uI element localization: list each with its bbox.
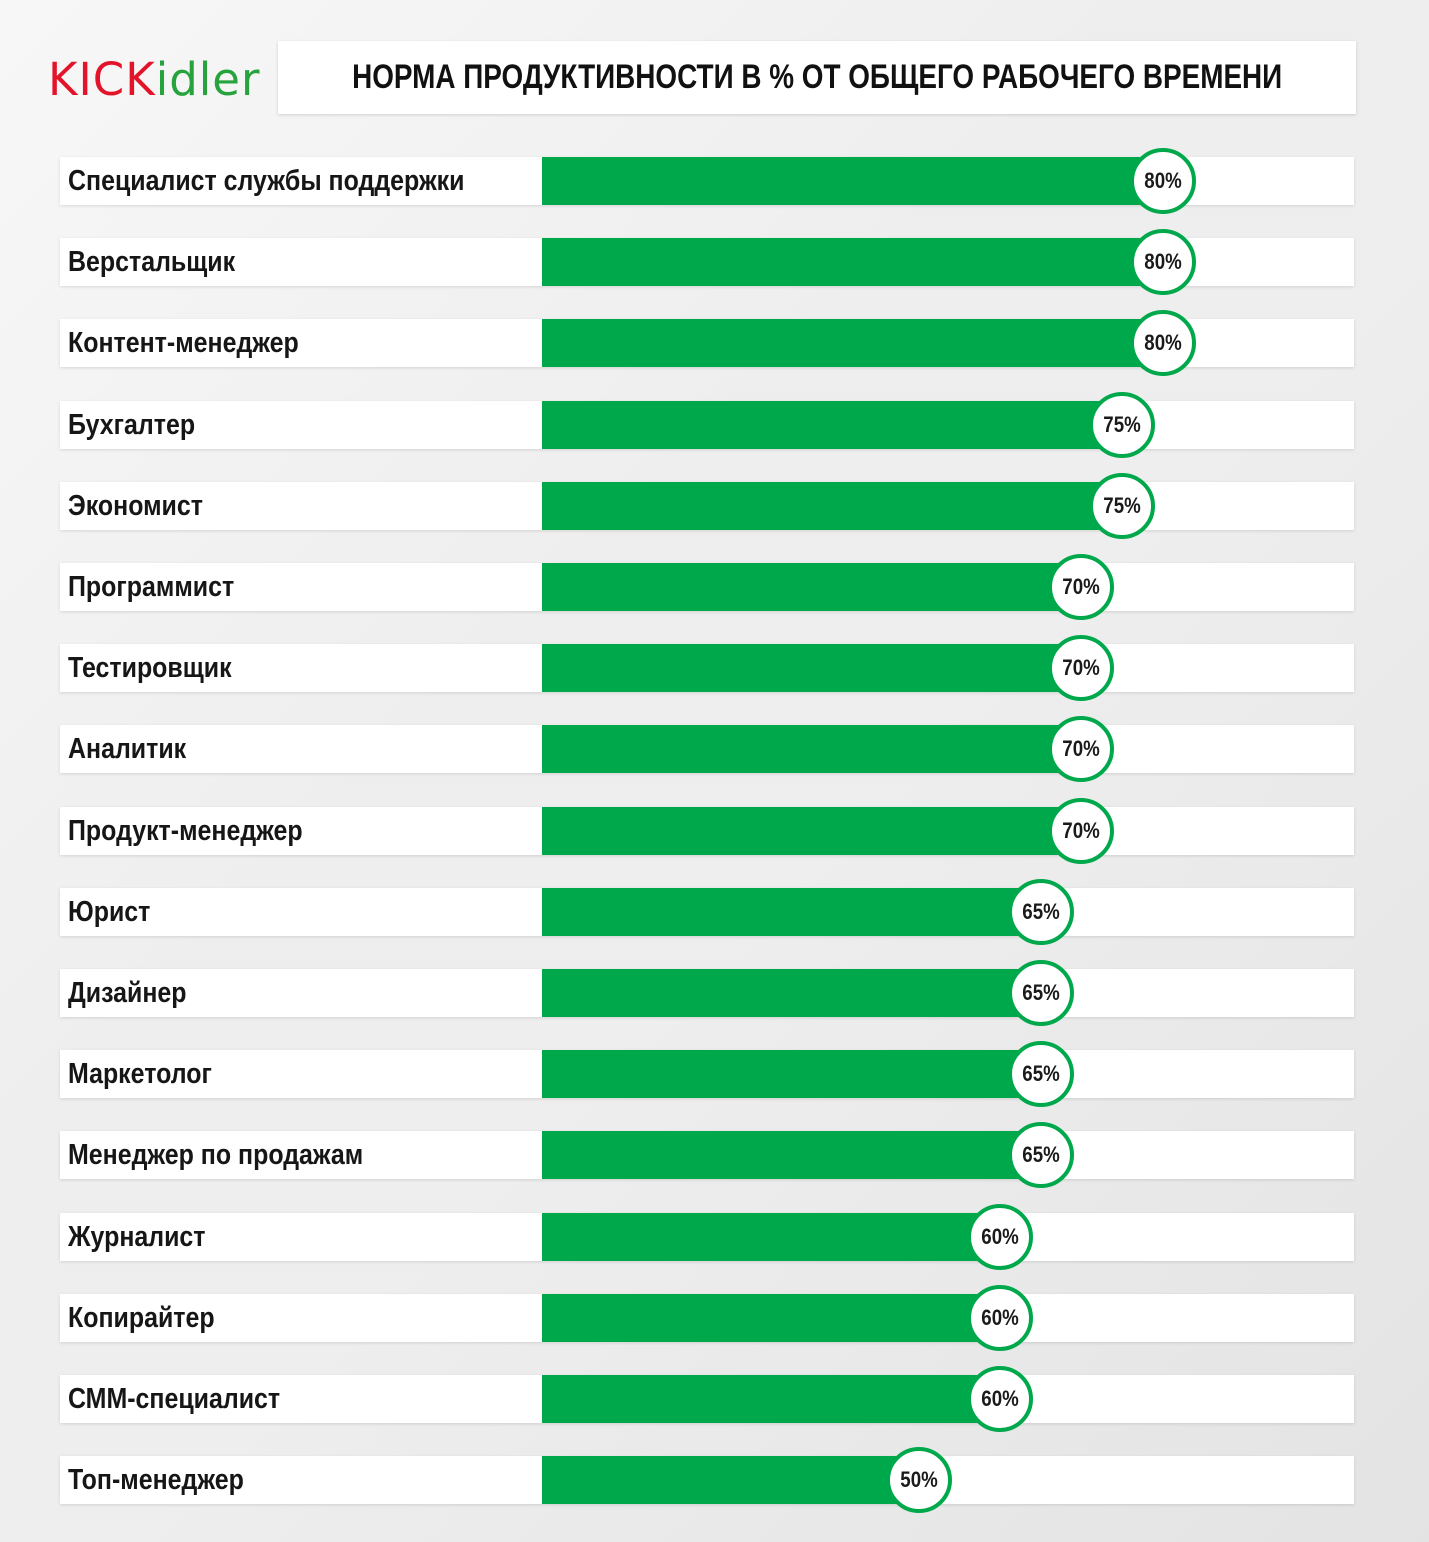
category-label: Экономист bbox=[68, 489, 203, 522]
value-badge: 70% bbox=[1048, 635, 1115, 702]
value-badge: 80% bbox=[1129, 229, 1196, 296]
value-badge: 65% bbox=[1007, 1122, 1074, 1189]
chart-row: Программист 70% bbox=[60, 554, 1354, 620]
category-label: Специалист службы поддержки bbox=[68, 165, 465, 197]
value-label: 75% bbox=[1103, 492, 1141, 518]
value-badge: 65% bbox=[1007, 878, 1074, 945]
bar bbox=[542, 157, 1160, 205]
value-badge: 70% bbox=[1048, 554, 1115, 620]
value-label: 50% bbox=[900, 1467, 938, 1493]
value-label: 70% bbox=[1062, 817, 1101, 843]
bar bbox=[542, 644, 1079, 693]
value-label: 65% bbox=[1022, 898, 1060, 924]
chart-row: Аналитик 70% bbox=[60, 716, 1354, 783]
chart-row: Верстальщик 80% bbox=[60, 229, 1354, 296]
value-badge: 70% bbox=[1048, 716, 1115, 783]
category-label: Топ-менеджер bbox=[68, 1464, 244, 1497]
value-badge: 65% bbox=[1007, 1041, 1074, 1108]
value-badge: 70% bbox=[1048, 797, 1115, 864]
logo-idler: idler bbox=[155, 53, 261, 106]
value-badge: 60% bbox=[967, 1203, 1034, 1270]
bar bbox=[542, 1293, 998, 1342]
category-label: Бухгалтер bbox=[68, 408, 196, 441]
category-label: Менеджер по продажам bbox=[68, 1139, 364, 1172]
value-label: 80% bbox=[1143, 249, 1182, 275]
value-label: 60% bbox=[981, 1304, 1019, 1330]
value-badge: 75% bbox=[1089, 472, 1155, 539]
value-label: 70% bbox=[1062, 574, 1101, 599]
chart-row: Продукт-менеджер 70% bbox=[60, 797, 1354, 864]
category-label: Юрист bbox=[68, 895, 151, 928]
value-label: 70% bbox=[1062, 655, 1101, 681]
value-badge: 60% bbox=[967, 1366, 1034, 1432]
value-label: 60% bbox=[981, 1223, 1019, 1249]
title-box: НОРМА ПРОДУКТИВНОСТИ В % ОТ ОБЩЕГО РАБОЧ… bbox=[278, 41, 1356, 114]
category-label: Маркетолог bbox=[68, 1058, 212, 1091]
chart-row: Маркетолог 65% bbox=[60, 1041, 1354, 1108]
value-label: 80% bbox=[1143, 330, 1182, 356]
category-label: Дизайнер bbox=[68, 977, 187, 1009]
value-label: 65% bbox=[1022, 1061, 1060, 1087]
bar bbox=[542, 238, 1160, 287]
category-label: Тестировщик bbox=[68, 652, 232, 685]
value-badge: 75% bbox=[1089, 391, 1155, 458]
value-label: 70% bbox=[1062, 736, 1101, 762]
bar bbox=[542, 969, 1038, 1017]
chart-row: Юрист 65% bbox=[60, 878, 1354, 945]
chart-row: Менеджер по продажам 65% bbox=[60, 1122, 1354, 1189]
chart-row: Бухгалтер 75% bbox=[60, 391, 1354, 458]
value-badge: 50% bbox=[886, 1447, 952, 1514]
kickidler-logo: KICKidler bbox=[48, 50, 260, 110]
category-label: Аналитик bbox=[68, 733, 187, 766]
bar bbox=[542, 1131, 1038, 1180]
category-label: Программист bbox=[68, 571, 235, 603]
value-label: 65% bbox=[1022, 980, 1060, 1005]
value-label: 80% bbox=[1143, 168, 1182, 193]
value-badge: 80% bbox=[1129, 310, 1196, 377]
category-label: СММ-специалист bbox=[68, 1383, 281, 1415]
value-label: 65% bbox=[1022, 1142, 1060, 1168]
chart-row: Тестировщик 70% bbox=[60, 635, 1354, 702]
value-label: 75% bbox=[1103, 411, 1141, 437]
chart-row: Контент-менеджер 80% bbox=[60, 310, 1354, 377]
bar bbox=[542, 481, 1119, 530]
bar bbox=[542, 1456, 916, 1505]
chart-title: НОРМА ПРОДУКТИВНОСТИ В % ОТ ОБЩЕГО РАБОЧ… bbox=[351, 58, 1283, 96]
bar bbox=[542, 319, 1160, 368]
category-label: Верстальщик bbox=[68, 246, 236, 279]
chart-row: Журналист 60% bbox=[60, 1203, 1354, 1270]
bar bbox=[542, 1375, 998, 1423]
value-badge: 60% bbox=[967, 1284, 1034, 1351]
bar bbox=[542, 1212, 998, 1261]
bar bbox=[542, 887, 1038, 936]
category-label: Продукт-менеджер bbox=[68, 814, 303, 847]
category-label: Контент-менеджер bbox=[68, 327, 299, 360]
logo-kick: KICK bbox=[48, 53, 156, 106]
chart-row: Экономист 75% bbox=[60, 472, 1354, 539]
value-badge: 80% bbox=[1129, 148, 1196, 214]
bar bbox=[542, 563, 1079, 611]
chart-row: Дизайнер 65% bbox=[60, 960, 1354, 1026]
chart-row: Топ-менеджер 50% bbox=[60, 1447, 1354, 1514]
bar bbox=[542, 725, 1079, 774]
chart-row: Специалист службы поддержки 80% bbox=[60, 148, 1354, 214]
chart-row: СММ-специалист 60% bbox=[60, 1366, 1354, 1432]
value-label: 60% bbox=[981, 1386, 1019, 1411]
category-label: Журналист bbox=[68, 1220, 206, 1253]
value-badge: 65% bbox=[1007, 960, 1074, 1026]
category-label: Копирайтер bbox=[68, 1301, 215, 1334]
bar bbox=[542, 400, 1119, 449]
chart-row: Копирайтер 60% bbox=[60, 1284, 1354, 1351]
bar bbox=[542, 806, 1079, 855]
bar bbox=[542, 1050, 1038, 1099]
